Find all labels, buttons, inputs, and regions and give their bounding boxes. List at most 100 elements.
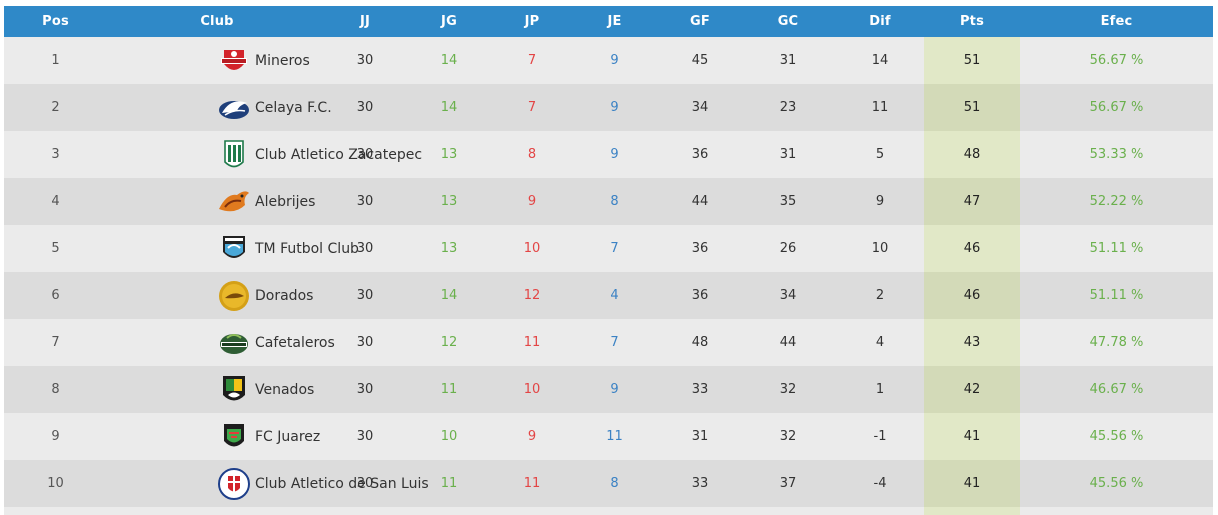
goals-for-cell: 36 [691, 241, 709, 256]
games-lost-cell: 12 [523, 288, 541, 303]
club-name-link[interactable]: Venados [255, 381, 315, 398]
club-cell: FC Juarez [107, 413, 327, 460]
goals-against-cell: 34 [779, 288, 797, 303]
games-won-cell: 11 [440, 476, 458, 491]
club-name-link[interactable]: Cafetaleros [255, 334, 335, 351]
table-row[interactable]: 6 Dorados 30 14 12 4 36 34 2 46 51.11 % [4, 272, 1213, 319]
partial-cell [1020, 507, 1213, 515]
dorados-logo[interactable] [217, 279, 251, 313]
mineros-logo[interactable] [217, 44, 251, 78]
table-row[interactable]: 9 FC Juarez 30 10 9 11 31 32 -1 41 45.56… [4, 413, 1213, 460]
table-row[interactable]: 8 Venados 30 11 10 9 33 32 1 42 46.67 % [4, 366, 1213, 413]
header-pts[interactable]: Pts [959, 14, 985, 29]
points-cell: 47 [924, 178, 1020, 225]
club-cell: Mineros [107, 37, 327, 84]
club-name-link[interactable]: TM Futbol Club [255, 240, 359, 257]
club-cell: Alebrijes [107, 178, 327, 225]
position-cell: 3 [51, 147, 60, 162]
club-cell: Dorados [107, 272, 327, 319]
games-drawn-cell: 8 [610, 194, 619, 209]
efficiency-cell: 45.56 % [1089, 476, 1144, 491]
header-dif[interactable]: Dif [869, 14, 891, 29]
games-played-cell: 30 [356, 429, 374, 444]
goals-against-cell: 23 [779, 100, 797, 115]
header-efec[interactable]: Efec [1100, 14, 1133, 29]
games-won-cell: 14 [440, 53, 458, 68]
points-cell: 48 [924, 131, 1020, 178]
efficiency-cell: 53.33 % [1089, 147, 1144, 162]
goals-for-cell: 33 [691, 382, 709, 397]
games-lost-cell: 10 [523, 382, 541, 397]
club-name-link[interactable]: Club Atletico de San Luis [255, 475, 429, 492]
header-gf[interactable]: GF [690, 14, 710, 29]
games-played-cell: 30 [356, 476, 374, 491]
header-club[interactable]: Club [200, 14, 234, 29]
club-cell: Venados [107, 366, 327, 413]
header-pos[interactable]: Pos [42, 14, 69, 29]
games-played-cell: 30 [356, 100, 374, 115]
tm-futbol-logo[interactable] [217, 232, 251, 266]
goals-against-cell: 32 [779, 429, 797, 444]
table-row[interactable]: 5 TM Futbol Club 30 13 10 7 36 26 10 46 … [4, 225, 1213, 272]
games-drawn-cell: 9 [610, 147, 619, 162]
games-played-cell: 30 [356, 382, 374, 397]
goals-against-cell: 26 [779, 241, 797, 256]
efficiency-cell: 51.11 % [1089, 241, 1144, 256]
partial-cell [836, 507, 924, 515]
goals-for-cell: 31 [691, 429, 709, 444]
fc-juarez-logo[interactable] [217, 420, 251, 454]
table-row[interactable]: 4 Alebrijes 30 13 9 8 44 35 9 47 52.22 % [4, 178, 1213, 225]
efficiency-cell: 56.67 % [1089, 100, 1144, 115]
header-gc[interactable]: GC [777, 14, 799, 29]
san-luis-logo[interactable] [217, 467, 251, 501]
games-lost-cell: 11 [523, 335, 541, 350]
club-name-link[interactable]: Celaya F.C. [255, 99, 332, 116]
partial-cell [495, 507, 569, 515]
club-name-link[interactable]: Mineros [255, 52, 310, 69]
games-played-cell: 30 [356, 53, 374, 68]
games-lost-cell: 8 [527, 147, 537, 162]
venados-logo[interactable] [217, 373, 251, 407]
table-row-partial [4, 507, 1213, 515]
goals-for-cell: 36 [691, 147, 709, 162]
cafetaleros-logo[interactable] [217, 326, 251, 360]
goals-against-cell: 37 [779, 476, 797, 491]
efficiency-cell: 56.67 % [1089, 53, 1144, 68]
position-cell: 1 [51, 53, 60, 68]
goals-against-cell: 44 [779, 335, 797, 350]
alebrijes-logo[interactable] [217, 185, 251, 219]
efficiency-cell: 47.78 % [1089, 335, 1144, 350]
points-cell: 41 [924, 413, 1020, 460]
games-won-cell: 13 [440, 147, 458, 162]
efficiency-cell: 52.22 % [1089, 194, 1144, 209]
zacatepec-logo[interactable] [217, 138, 251, 172]
header-jp[interactable]: JP [524, 14, 540, 29]
games-won-cell: 14 [440, 288, 458, 303]
table-row[interactable]: 7 Cafetaleros 30 12 11 7 48 44 4 43 47.7… [4, 319, 1213, 366]
goals-against-cell: 35 [779, 194, 797, 209]
goals-against-cell: 31 [779, 53, 797, 68]
games-won-cell: 10 [440, 429, 458, 444]
games-won-cell: 14 [440, 100, 458, 115]
header-jj[interactable]: JJ [359, 14, 371, 29]
partial-cell [924, 507, 1020, 515]
goal-difference-cell: 9 [875, 194, 885, 209]
table-row[interactable]: 1 Mineros 30 14 7 9 45 31 14 51 56.67 % [4, 37, 1213, 84]
table-row[interactable]: 10 Club Atletico de San Luis 30 11 11 8 … [4, 460, 1213, 507]
table-row[interactable]: 2 Celaya F.C. 30 14 7 9 34 23 11 51 56.6… [4, 84, 1213, 131]
club-name-link[interactable]: Alebrijes [255, 193, 316, 210]
club-name-link[interactable]: FC Juarez [255, 428, 321, 445]
club-name-link[interactable]: Dorados [255, 287, 314, 304]
club-cell: TM Futbol Club [107, 225, 359, 272]
efficiency-cell: 45.56 % [1089, 429, 1144, 444]
position-cell: 7 [51, 335, 60, 350]
games-won-cell: 13 [440, 194, 458, 209]
celaya-logo[interactable] [217, 91, 251, 125]
goal-difference-cell: 10 [871, 241, 889, 256]
club-name-link[interactable]: Club Atletico Zacatepec [255, 146, 423, 163]
partial-cell [327, 507, 403, 515]
goal-difference-cell: 4 [875, 335, 885, 350]
table-row[interactable]: 3 Club Atletico Zacatepec 30 13 8 9 36 3… [4, 131, 1213, 178]
header-jg[interactable]: JG [441, 14, 457, 29]
header-je[interactable]: JE [607, 14, 622, 29]
